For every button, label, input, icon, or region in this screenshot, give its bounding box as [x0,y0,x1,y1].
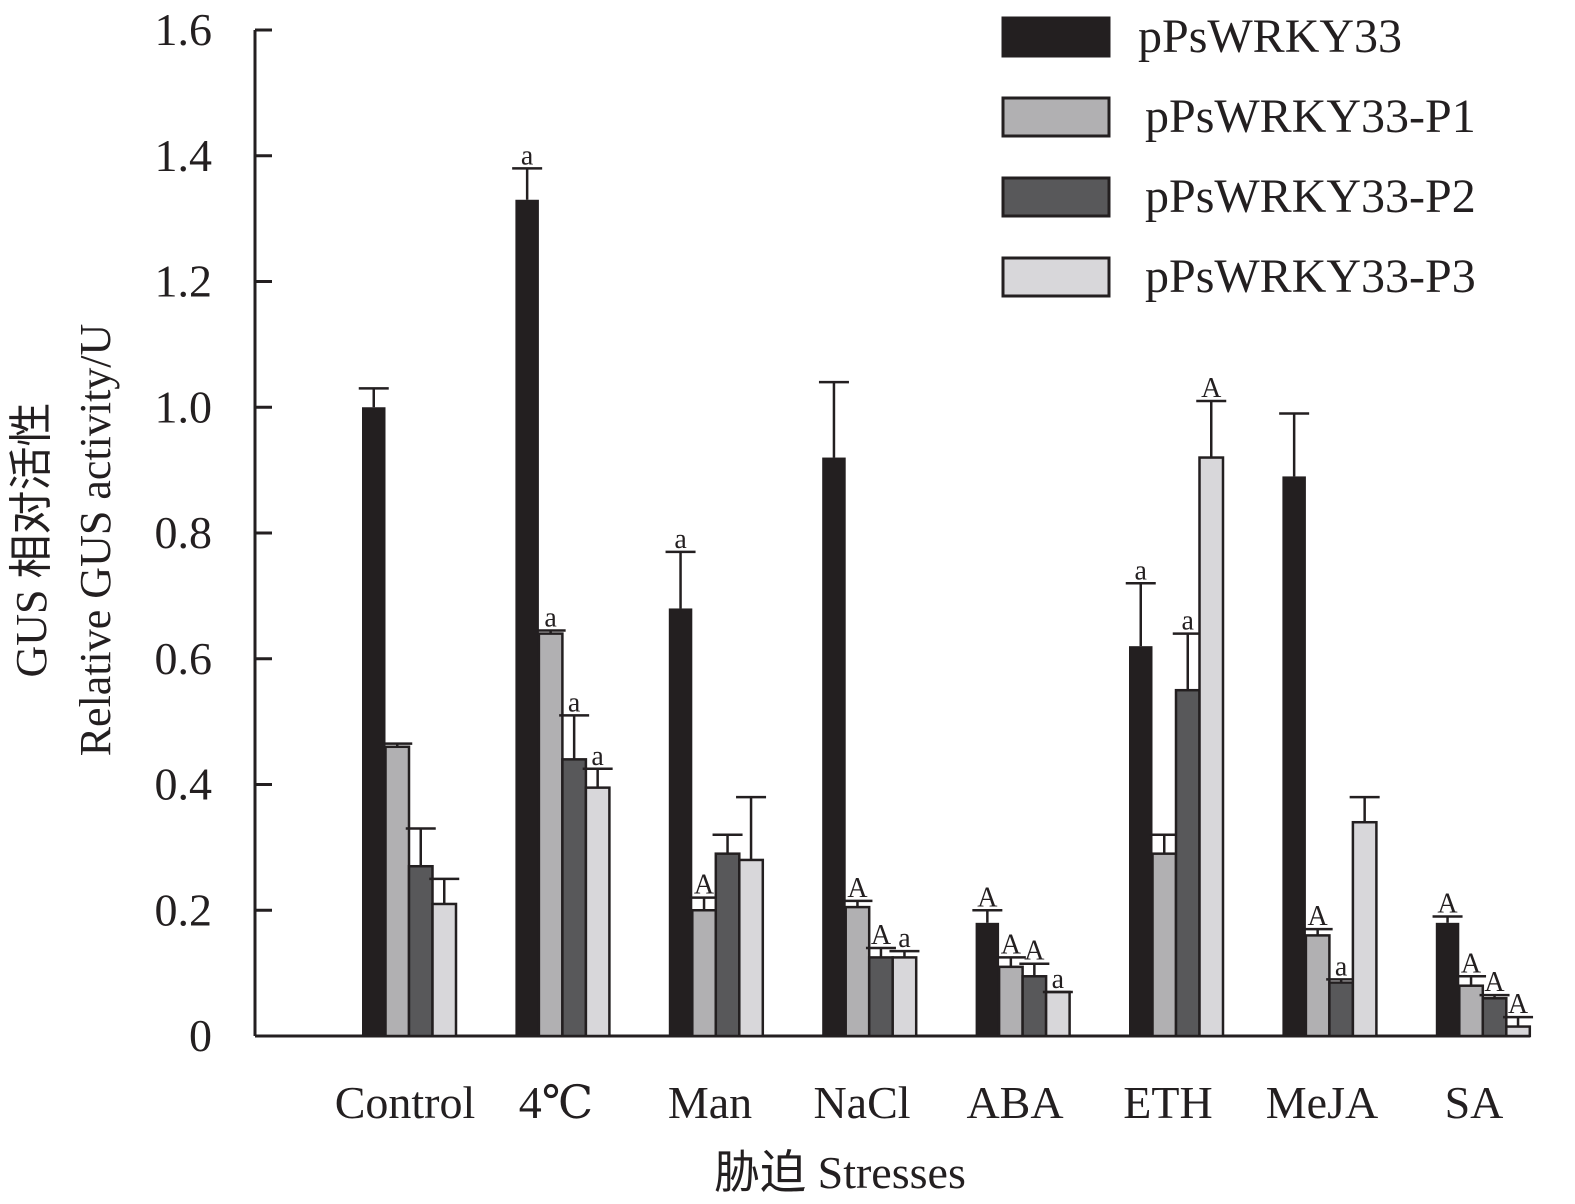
y-axis-title: GUS 相对活性 Relative GUS activity/U [7,324,120,757]
y-axis: 0 0.2 0.4 0.6 0.8 1.0 1.2 1.4 1.6 [155,4,272,1061]
bar-pPsWRKY33-P2-Man [714,852,741,1038]
significance-label: A [1461,948,1482,979]
x-tick-label: Control [335,1077,476,1128]
bar-group-6: Aa [1279,412,1380,1038]
y-tick-label: 0.2 [155,884,213,935]
bar-group-2: aA [665,524,767,1038]
x-tick-label: ABA [966,1077,1063,1128]
significance-label: A [977,882,998,913]
significance-label: A [1024,936,1045,967]
significance-label: A [871,920,892,951]
bar-pPsWRKY33-P3-ABA [1044,990,1071,1038]
bar-pPsWRKY33-P3-ETH [1198,456,1225,1038]
significance-label: A [1508,989,1529,1020]
bar-pPsWRKY33-Control [362,407,386,1036]
significance-label: A [694,870,715,901]
bar-pPsWRKY33-P1-SA [1458,984,1485,1038]
y-tick-label: 0.8 [155,507,213,558]
bar-pPsWRKY33-P3-MeJA [1351,820,1378,1038]
legend-label: pPsWRKY33 [1138,10,1402,63]
bar-pPsWRKY33-NaCl [822,457,846,1036]
bar-pPsWRKY33-P2-ABA [1021,975,1048,1038]
bar-pPsWRKY33-P1-Man [691,909,718,1038]
significance-label: a [674,524,687,555]
bar-pPsWRKY33-P3-4℃ [584,786,611,1038]
significance-label: A [847,873,868,904]
significance-label: a [1182,606,1195,637]
significance-label: A [1437,889,1458,920]
significance-label: a [1052,964,1065,995]
significance-label: a [591,741,604,772]
x-tick-label: Man [668,1077,752,1128]
bar-pPsWRKY33-P1-MeJA [1304,934,1331,1038]
significance-label: a [1135,555,1148,586]
significance-label: a [898,923,911,954]
bar-group-0 [358,387,460,1038]
y-tick-label: 1.0 [155,381,213,432]
bar-pPsWRKY33-P2-4℃ [561,758,588,1038]
bar-pPsWRKY33-P2-MeJA [1328,981,1355,1038]
legend: pPsWRKY33 pPsWRKY33-P1 pPsWRKY33-P2 pPsWRKY… [1001,10,1476,303]
significance-label: A [1201,373,1222,404]
significance-label: a [544,602,557,633]
y-tick-label: 1.6 [155,4,213,55]
legend-swatch [1001,96,1111,138]
y-tick-label: 0.6 [155,633,213,684]
x-axis: Control 4℃ Man NaCl ABA ETH MeJA SA [255,1034,1530,1128]
x-tick-label: 4℃ [519,1077,593,1128]
bar-pPsWRKY33-P3-Control [431,902,458,1038]
bar-pPsWRKY33-P2-ETH [1174,688,1201,1038]
x-tick-label: SA [1445,1077,1504,1128]
legend-label: pPsWRKY33-P1 [1145,90,1476,143]
bar-pPsWRKY33-P1-NaCl [844,905,871,1038]
bar-pPsWRKY33-SA [1435,922,1460,1036]
legend-swatch [1001,256,1111,298]
bar-pPsWRKY33-P1-ABA [997,965,1024,1038]
y-axis-title-cn: GUS 相对活性 [7,402,56,677]
bar-group-5: a a A [1125,373,1227,1038]
significance-label: A [1484,967,1505,998]
bar-pPsWRKY33-P3-NaCl [891,956,918,1038]
significance-label: a [1335,951,1348,982]
bar-pPsWRKY33-P2-Control [407,864,434,1038]
bar-pPsWRKY33-P1-Control [384,745,411,1038]
bar-pPsWRKY33-ABA [975,922,1000,1036]
y-tick-label: 1.2 [155,256,213,307]
x-axis-title: 胁迫 Stresses [714,1147,966,1198]
bar-pPsWRKY33-P2-SA [1481,997,1508,1038]
legend-label: pPsWRKY33-P2 [1145,170,1476,223]
legend-swatch [1001,176,1111,218]
bar-pPsWRKY33-ETH [1129,646,1153,1036]
bar-pPsWRKY33-P2-NaCl [867,956,894,1038]
bar-group-4: AA Aa [972,882,1073,1038]
x-tick-label: ETH [1123,1077,1212,1128]
significance-label: A [1001,929,1022,960]
significance-label: a [568,687,581,718]
bar-pPsWRKY33-P3-Man [738,858,765,1038]
x-tick-label: NaCl [813,1077,910,1128]
bar-pPsWRKY33-MeJA [1282,476,1306,1037]
bar-pPsWRKY33-4℃ [515,199,539,1036]
legend-swatch [1001,16,1111,58]
x-tick-label: MeJA [1266,1077,1378,1128]
legend-label: pPsWRKY33-P3 [1145,250,1476,303]
bar-pPsWRKY33-Man [668,608,693,1036]
y-tick-label: 1.4 [155,130,213,181]
bar-pPsWRKY33-P1-ETH [1151,852,1178,1038]
y-tick-label: 0 [189,1010,212,1061]
significance-label: a [521,140,534,171]
bar-pPsWRKY33-P3-SA [1505,1025,1532,1038]
y-tick-label: 0.4 [155,759,213,810]
bar-pPsWRKY33-P1-4℃ [537,632,564,1038]
bar-group-3: AA a [818,380,920,1038]
significance-label: A [1308,901,1329,932]
y-axis-title-en: Relative GUS activity/U [71,324,120,757]
